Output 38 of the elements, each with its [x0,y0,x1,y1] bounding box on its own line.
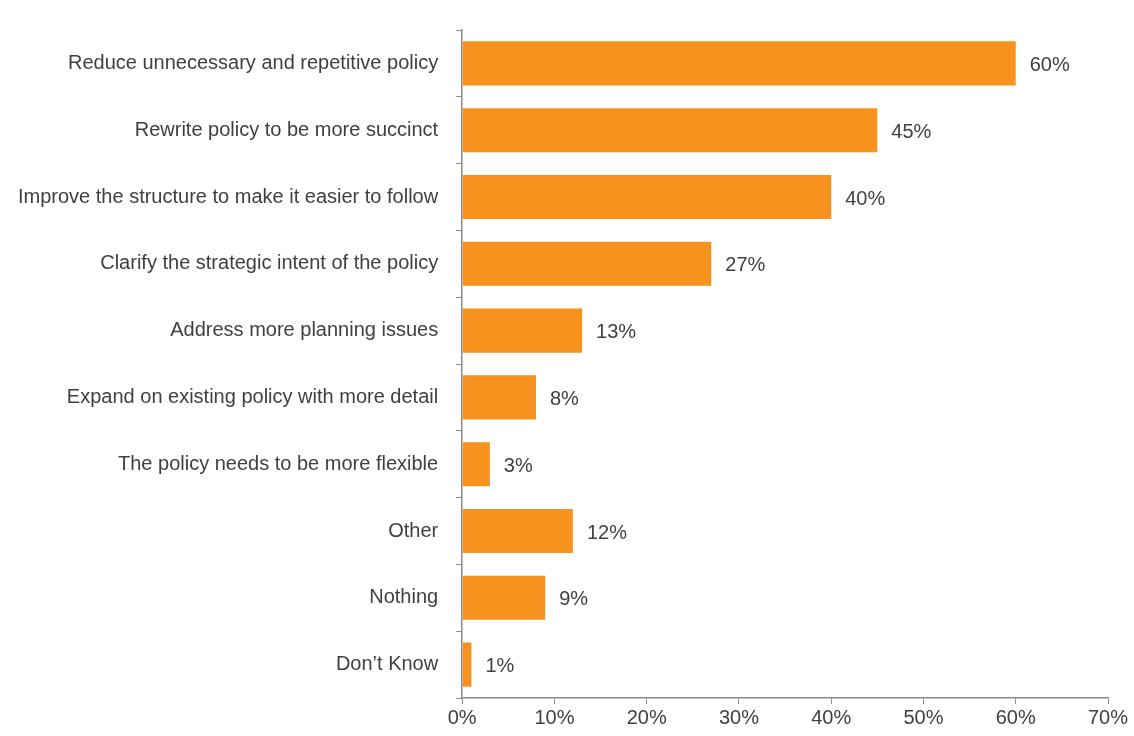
x-tick-label: 30% [718,705,760,728]
bar [462,241,712,286]
y-tick-label: Rewrite policy to be more succinct [134,117,439,140]
data-label: 13% [596,320,637,343]
data-label: 40% [845,186,886,209]
y-tick-label: Address more planning issues [170,318,439,341]
y-tick-label: Expand on existing policy with more detail [66,384,439,407]
y-tick-label: Don’t Know [335,652,439,675]
bar [462,308,583,353]
bar [462,375,536,420]
y-tick-label: Improve the structure to make it easier to follow [17,184,439,207]
x-tick-label: 70% [1087,705,1129,728]
x-tick-label: 0% [447,705,477,728]
data-label: 1% [485,654,515,677]
data-label: 8% [549,386,580,409]
bar [462,642,472,687]
x-tick-label: 40% [811,705,852,728]
y-tick-label: The policy needs to be more flexible [117,451,439,474]
data-label: 9% [559,587,589,610]
x-tick-label: 20% [626,705,667,728]
bar [462,508,573,554]
x-tick-label: 10% [534,705,575,728]
data-label: 3% [503,453,533,476]
data-label: 12% [586,520,628,543]
x-tick-label: 50% [903,705,944,728]
y-tick-label: Other [388,518,439,541]
y-tick-label: Reduce unnecessary and repetitive policy [67,50,439,73]
x-tick-label: 60% [995,705,1036,728]
bar [462,108,878,153]
y-tick-label: Nothing [369,585,439,608]
data-label: 45% [891,119,932,142]
data-label: 27% [725,253,766,276]
bar [462,575,546,620]
data-label: 60% [1029,52,1070,75]
bar [462,174,832,220]
bar [462,442,490,487]
y-tick-label: Clarify the strategic intent of the policy [100,251,439,274]
bar [462,41,1016,86]
